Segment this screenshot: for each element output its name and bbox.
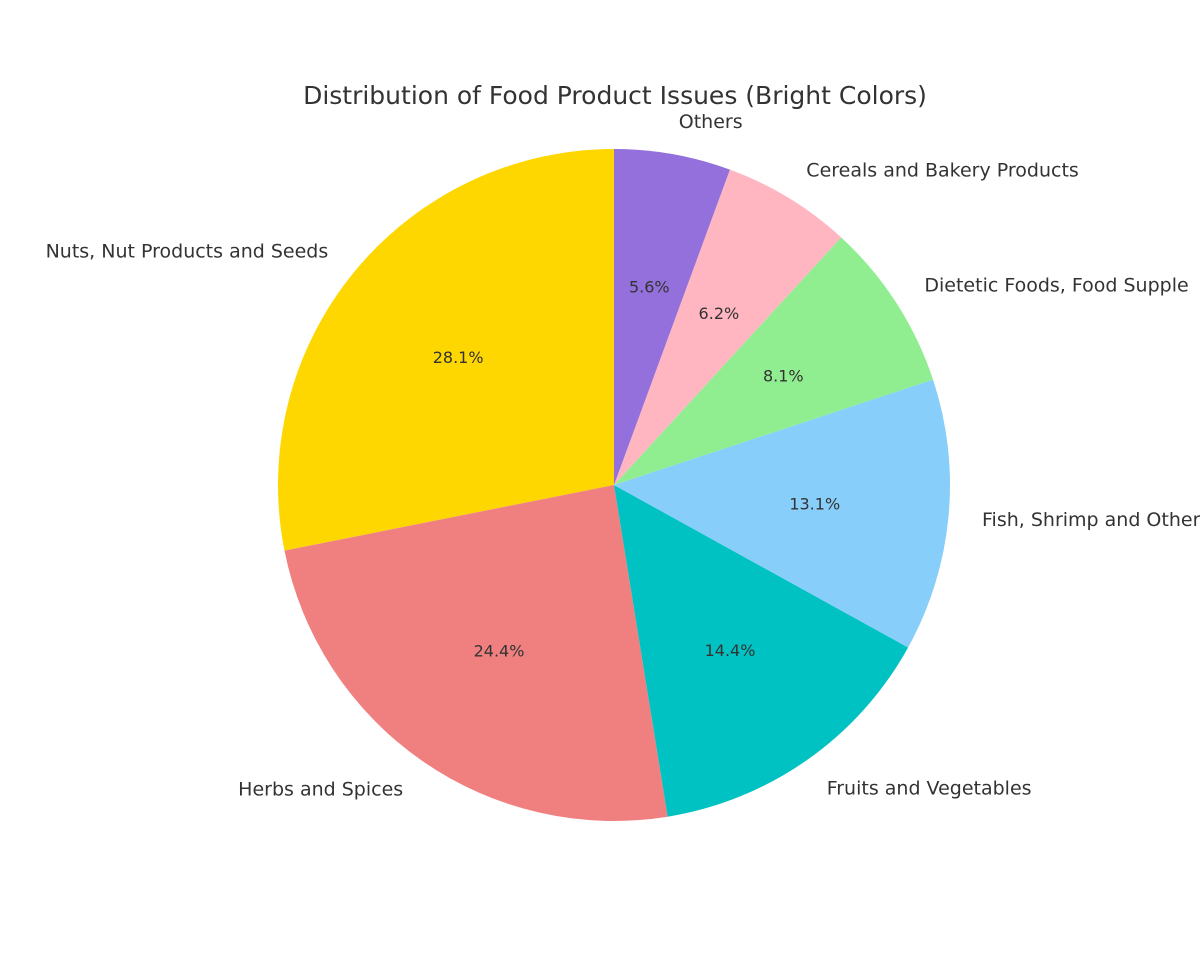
percent-label: 14.4% [705, 641, 756, 660]
category-labels: Nuts, Nut Products and Seeds Herbs and Sp… [46, 111, 1200, 800]
category-label: Dietetic Foods, Food Supple [924, 274, 1188, 296]
category-label: Others [679, 111, 743, 133]
pie-slice [284, 485, 668, 822]
pie-slice [277, 149, 614, 551]
percent-label: 13.1% [789, 495, 840, 514]
percent-label: 8.1% [763, 367, 804, 386]
pie-slice [614, 485, 909, 817]
category-label: Fruits and Vegetables [827, 777, 1032, 799]
pie-slice [614, 169, 842, 486]
pie-slice [614, 379, 950, 648]
category-label: Nuts, Nut Products and Seeds [46, 241, 329, 263]
pie-slice [614, 237, 934, 485]
category-label: Herbs and Spices [238, 779, 403, 801]
percent-label: 28.1% [433, 348, 484, 367]
chart-title: Distribution of Food Product Issues (Bri… [303, 81, 927, 110]
percent-label: 5.6% [629, 278, 670, 297]
category-label: Cereals and Bakery Products [806, 159, 1079, 181]
category-label: Fish, Shrimp and Other [982, 509, 1200, 531]
pie-slices [277, 149, 950, 822]
percent-label: 24.4% [474, 642, 525, 661]
pie-slice [614, 149, 730, 485]
percent-label: 6.2% [699, 304, 740, 323]
percent-labels: 28.1% 24.4% 14.4% 13.1% 8.1% 6.2% 5.6% [433, 278, 840, 661]
